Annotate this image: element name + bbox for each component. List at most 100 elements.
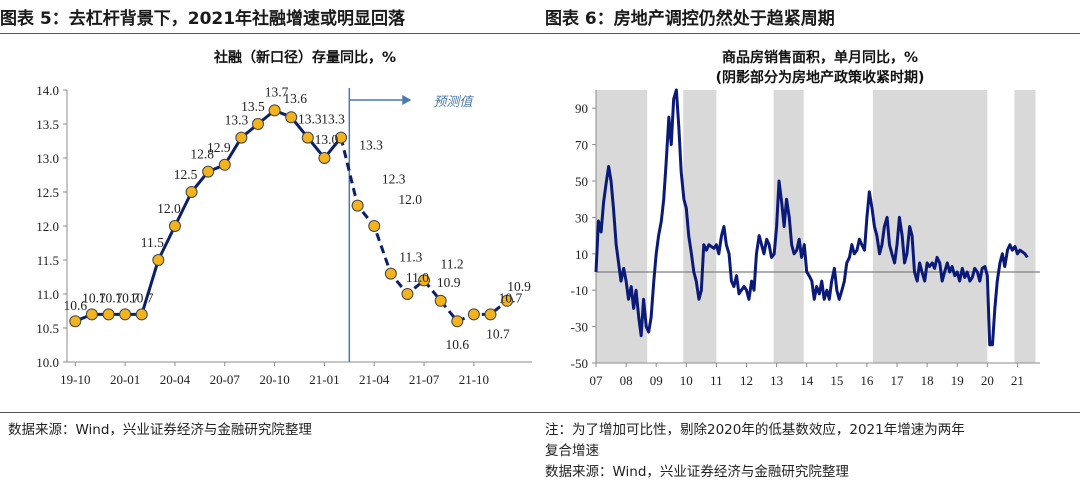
actual-data-label: 13.0 (315, 132, 339, 147)
y-tick-label: 30 (575, 210, 588, 225)
y-tick-label: 50 (575, 174, 588, 189)
actual-point (268, 104, 281, 117)
tightening-period-shade (1014, 90, 1036, 363)
forecast-arrow-head (402, 95, 412, 105)
x-tick-label: 17 (891, 373, 905, 388)
y-tick-label: 10.0 (36, 355, 59, 370)
y-tick-label: 12.5 (36, 185, 59, 200)
x-tick-label: 21-01 (309, 372, 339, 387)
y-tick-label: 10.5 (36, 321, 59, 336)
right-note-line-1: 注：为了增加可比性，剔除2020年的低基数效应，2021年增速为两年 (545, 422, 965, 438)
actual-data-label: 13.3 (321, 112, 345, 127)
forecast-label: 预测值 (433, 95, 474, 110)
x-tick-label: 20-04 (160, 372, 191, 387)
actual-point (135, 308, 148, 321)
right-data-source: 数据来源：Wind，兴业证券经济与金融研究院整理 (545, 464, 849, 480)
actual-data-label: 11.5 (141, 235, 164, 250)
forecast-data-label: 11.3 (399, 250, 422, 265)
figure-5-header: 图表 5：去杠杆背景下，2021年社融增速或明显回落 (0, 8, 406, 29)
actual-point (285, 111, 298, 124)
actual-data-label: 10.6 (63, 298, 87, 313)
actual-point (185, 186, 198, 198)
x-tick-label: 09 (650, 373, 663, 388)
x-tick-label: 19-10 (60, 372, 90, 387)
actual-point (85, 308, 98, 321)
y-tick-label: 70 (575, 138, 588, 153)
x-tick-label: 08 (620, 373, 633, 388)
left-chart: 14.0 13.5 13.0 12.5 12.0 11.5 11.0 10.5 10.019-1… (36, 83, 532, 387)
x-tick-label: 11 (710, 373, 723, 388)
actual-data-label: 13.3 (225, 113, 249, 128)
forecast-point (467, 308, 480, 321)
actual-data-label: 13.7 (265, 84, 289, 99)
forecast-data-label: 12.0 (398, 192, 422, 207)
y-tick-label: 10 (575, 247, 588, 262)
actual-point (119, 308, 132, 321)
x-tick-label: 10 (680, 373, 693, 388)
actual-data-label: 13.3 (298, 112, 322, 127)
forecast-data-label: 10.9 (437, 275, 461, 290)
forecast-data-label: 13.3 (359, 138, 383, 153)
right-chart-title: 商品房销售面积，单月同比，% (721, 50, 919, 66)
actual-data-label: 12.0 (157, 201, 181, 216)
actual-point (301, 131, 314, 144)
y-tick-label: 12.0 (36, 219, 59, 234)
x-tick-label: 18 (921, 373, 934, 388)
x-tick-label: 20 (981, 373, 994, 388)
x-tick-label: 16 (860, 373, 874, 388)
actual-point (335, 131, 348, 144)
x-tick-label: 20-07 (210, 372, 241, 387)
x-tick-label: 21-10 (459, 372, 489, 387)
actual-point (202, 165, 215, 178)
actual-point (69, 315, 82, 328)
footer-rule (0, 412, 1080, 413)
actual-point (102, 308, 115, 321)
forecast-data-label: 10.6 (445, 337, 469, 352)
x-tick-label: 07 (590, 373, 604, 388)
figure-6-header: 图表 6：房地产调控仍然处于趋紧周期 (545, 8, 835, 29)
actual-data-label: 10.7 (82, 290, 106, 305)
actual-point (235, 131, 248, 144)
actual-data-label: 12.8 (190, 147, 214, 162)
forecast-point (451, 315, 464, 328)
forecast-point (434, 294, 447, 307)
actual-data-label: 13.5 (241, 99, 265, 114)
actual-data-label: 10.7 (99, 290, 123, 305)
tightening-period-shade (872, 90, 988, 363)
forecast-point (401, 288, 414, 300)
x-tick-label: 14 (800, 373, 814, 388)
forecast-data-label: 11.0 (406, 270, 429, 285)
forecast-data-label: 10.7 (486, 326, 510, 341)
y-tick-label: -10 (571, 283, 588, 298)
forecast-data-label: 10.7 (499, 290, 523, 305)
forecast-point (501, 294, 514, 307)
actual-point (168, 220, 181, 232)
actual-data-label: 10.7 (115, 290, 139, 305)
x-tick-label: 21-04 (359, 372, 390, 387)
left-data-source: 数据来源：Wind，兴业证券经济与金融研究院整理 (8, 422, 312, 438)
actual-data-label: 12.5 (174, 167, 198, 182)
forecast-point (484, 308, 497, 321)
actual-point (251, 118, 264, 130)
forecast-data-label: 10.9 (507, 279, 531, 294)
x-tick-label: 19 (951, 373, 964, 388)
actual-data-label: 13.6 (283, 91, 307, 106)
right-chart-subtitle: (阴影部分为房地产政策收紧时期) (715, 70, 925, 86)
y-tick-label: 90 (575, 101, 588, 116)
actual-data-label: 12.9 (207, 140, 231, 155)
forecast-point (418, 274, 431, 287)
x-tick-label: 21 (1011, 373, 1024, 388)
forecast-point (351, 199, 364, 212)
x-tick-label: 21-07 (409, 372, 440, 387)
y-tick-label: 11.5 (37, 253, 59, 268)
right-note-line-2: 复合增速 (545, 443, 599, 459)
actual-point (218, 158, 231, 171)
actual-point (318, 152, 331, 164)
x-tick-label: 20-10 (259, 372, 289, 387)
forecast-point (384, 267, 397, 280)
y-tick-label: 13.5 (36, 117, 59, 132)
y-tick-label: -30 (571, 320, 588, 335)
y-tick-label: -50 (571, 356, 588, 371)
actual-data-label: 10.7 (130, 290, 154, 305)
